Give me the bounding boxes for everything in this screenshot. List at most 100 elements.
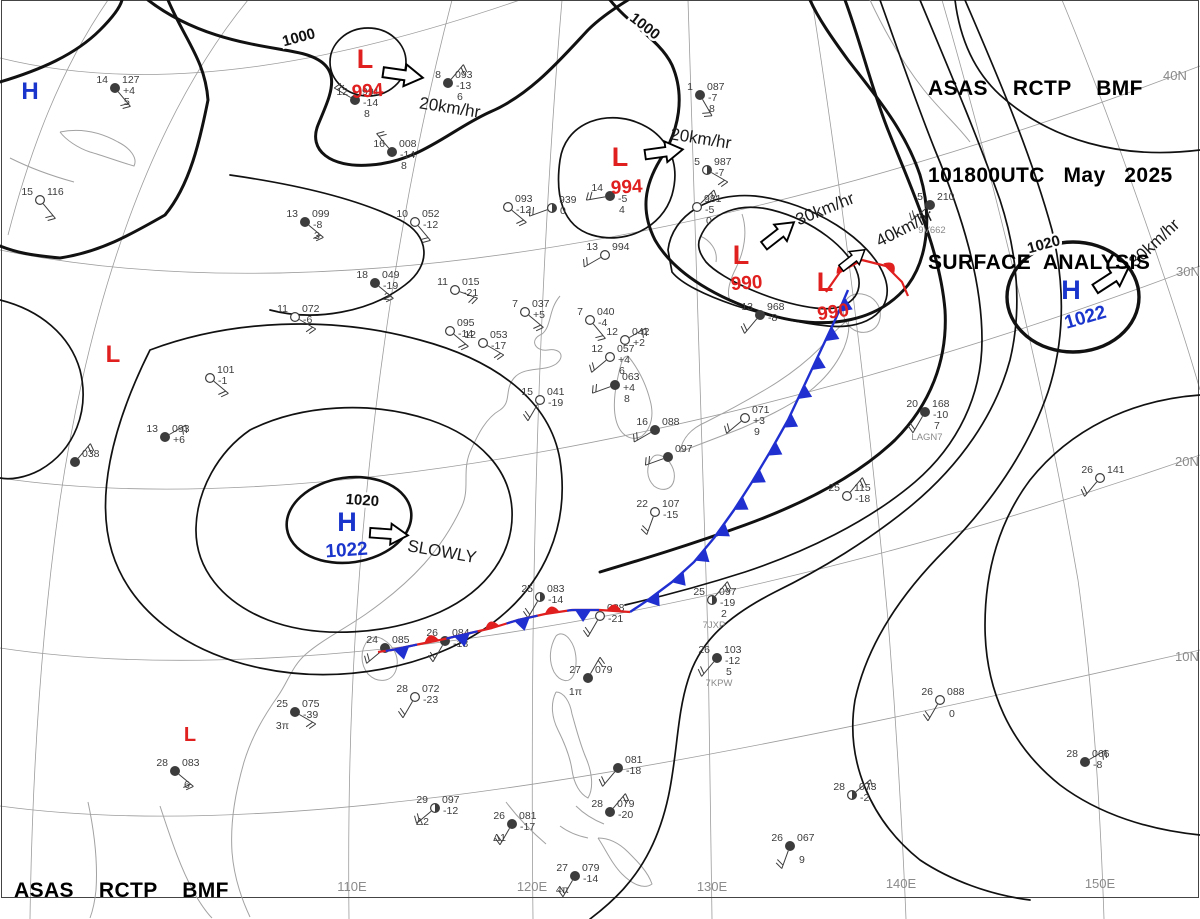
station-plot: 5 210 9V662 [909, 191, 955, 236]
isobar-line [557, 116, 676, 239]
movement-arrow [837, 248, 866, 273]
station-value: 097 [442, 794, 460, 806]
isobar-line [954, 0, 1200, 154]
meridian-line [7, 0, 109, 236]
station-value: 101 [217, 364, 235, 376]
station-plot: 12 042+2 [606, 326, 649, 349]
wind-barb-tick [420, 237, 429, 241]
station-circle [1094, 473, 1105, 484]
station-value: 072 [422, 683, 440, 695]
station-circle [694, 89, 705, 100]
movement-arrow [759, 221, 796, 251]
isobar-line [984, 394, 1200, 836]
station-value: 13 [146, 423, 158, 435]
station-plot: 8 093-136 [435, 64, 473, 103]
station-circle [599, 250, 610, 261]
station-circle [370, 278, 381, 289]
station-value: +4 [623, 382, 635, 394]
wind-barb [592, 386, 611, 394]
station-plot: 12 053-17 [464, 329, 508, 360]
wind-barb-tick [644, 457, 647, 466]
wind-barb [77, 443, 91, 459]
wind-barb-tick [398, 710, 404, 719]
station-value: 053 [490, 329, 508, 341]
station-plot: 11 015-21 [437, 276, 480, 305]
wind-barb [646, 516, 654, 535]
wind-barb-tick [599, 656, 605, 665]
station-value: 049 [382, 269, 400, 281]
pressure-center-value: 990 [730, 272, 763, 295]
station-value: 29 [416, 794, 428, 806]
station-value: 25 [276, 698, 288, 710]
station-plot: 13 093+6 [146, 423, 189, 446]
station-value: 981 [704, 193, 722, 205]
station-callsign: 7JXP [703, 620, 726, 631]
warm-front-semicircle [606, 604, 622, 612]
station-value: 4 [619, 204, 625, 216]
station-value: 28 [156, 757, 168, 769]
cold-front-triangle [751, 469, 766, 483]
station-circle [649, 507, 660, 518]
station-plot: 16 008-148 [373, 131, 417, 172]
station-plot: 25 083-14 [521, 583, 565, 619]
station-value: 5 [726, 666, 732, 678]
station-value: 7 [934, 420, 940, 432]
wind-barb-tick [702, 112, 711, 114]
wind-barb-tick [720, 181, 729, 187]
station-value: 083 [547, 583, 565, 595]
stationary-front-cold-segment [506, 614, 538, 625]
wind-barb-tick [726, 423, 730, 432]
cold-front-triangle [646, 591, 660, 607]
station-value: 087 [707, 81, 725, 93]
latitude-label: 40N [1163, 68, 1187, 83]
parallel-line [0, 265, 1200, 490]
wind-barb-tick [337, 84, 345, 91]
station-value: 8 [709, 103, 715, 115]
wind-barb [781, 850, 789, 869]
station-circle [754, 310, 765, 321]
isobar-line [608, 0, 929, 325]
station-circle [739, 413, 750, 424]
station-value: 081 [625, 754, 643, 766]
station-circle [569, 870, 580, 881]
wind-barb-tick [591, 385, 594, 394]
station-circle [691, 202, 702, 213]
station-circle [290, 312, 301, 323]
station-value: -12 [516, 204, 531, 216]
station-value: 4π [556, 884, 569, 896]
parallel-line [0, 0, 521, 75]
parallel-line [0, 454, 1200, 661]
station-value: 991 [362, 86, 380, 98]
station-value: 27 [556, 862, 568, 874]
cold-front-triangle [783, 413, 799, 428]
wind-barb [450, 64, 464, 80]
cold-front-triangle [825, 326, 840, 342]
wind-barb [366, 650, 382, 664]
cold-front-triangle [811, 355, 826, 371]
isobar-line [0, 299, 84, 480]
meridian-line [348, 0, 453, 919]
movement-arrow-icon [643, 139, 685, 164]
wind-barb-tick [859, 480, 864, 488]
wind-barb [583, 257, 601, 268]
pressure-center-value: 994 [610, 176, 643, 199]
wind-barb-tick [586, 257, 588, 266]
station-value: 16 [373, 138, 385, 150]
longitude-label: 110E [337, 879, 367, 894]
station-value: 9 [799, 854, 805, 866]
coastline [679, 319, 850, 453]
wind-barb [726, 420, 742, 434]
coastline [549, 633, 577, 681]
wind-barb-tick [47, 217, 56, 221]
station-plot: 7 040-4 [577, 306, 615, 341]
station-circle [841, 491, 852, 502]
isobar-line [624, 0, 983, 606]
wind-barb-tick [597, 337, 606, 341]
wind-barb-tick [700, 666, 705, 674]
wind-barb-tick [315, 236, 324, 242]
wind-barb-tick [1080, 488, 1086, 497]
station-value: -12 [423, 219, 438, 231]
chart-title-bottom-left: ASAS RCTP BMF 101800UTC May 2025 SURFACE… [14, 818, 259, 919]
